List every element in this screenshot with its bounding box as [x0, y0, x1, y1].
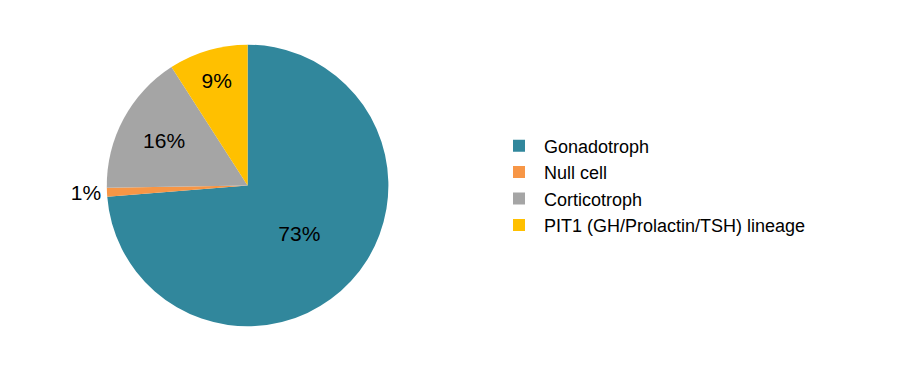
svg-text:Gonadotroph: Gonadotroph	[544, 137, 649, 157]
svg-text:1%: 1%	[71, 181, 101, 204]
svg-text:Corticotroph: Corticotroph	[544, 190, 642, 210]
svg-text:9%: 9%	[201, 69, 231, 92]
svg-text:Null cell: Null cell	[544, 163, 607, 183]
svg-text:73%: 73%	[278, 222, 320, 245]
svg-text:PIT1 (GH/Prolactin/TSH) lineag: PIT1 (GH/Prolactin/TSH) lineage	[544, 216, 805, 236]
svg-text:16%: 16%	[143, 129, 185, 152]
